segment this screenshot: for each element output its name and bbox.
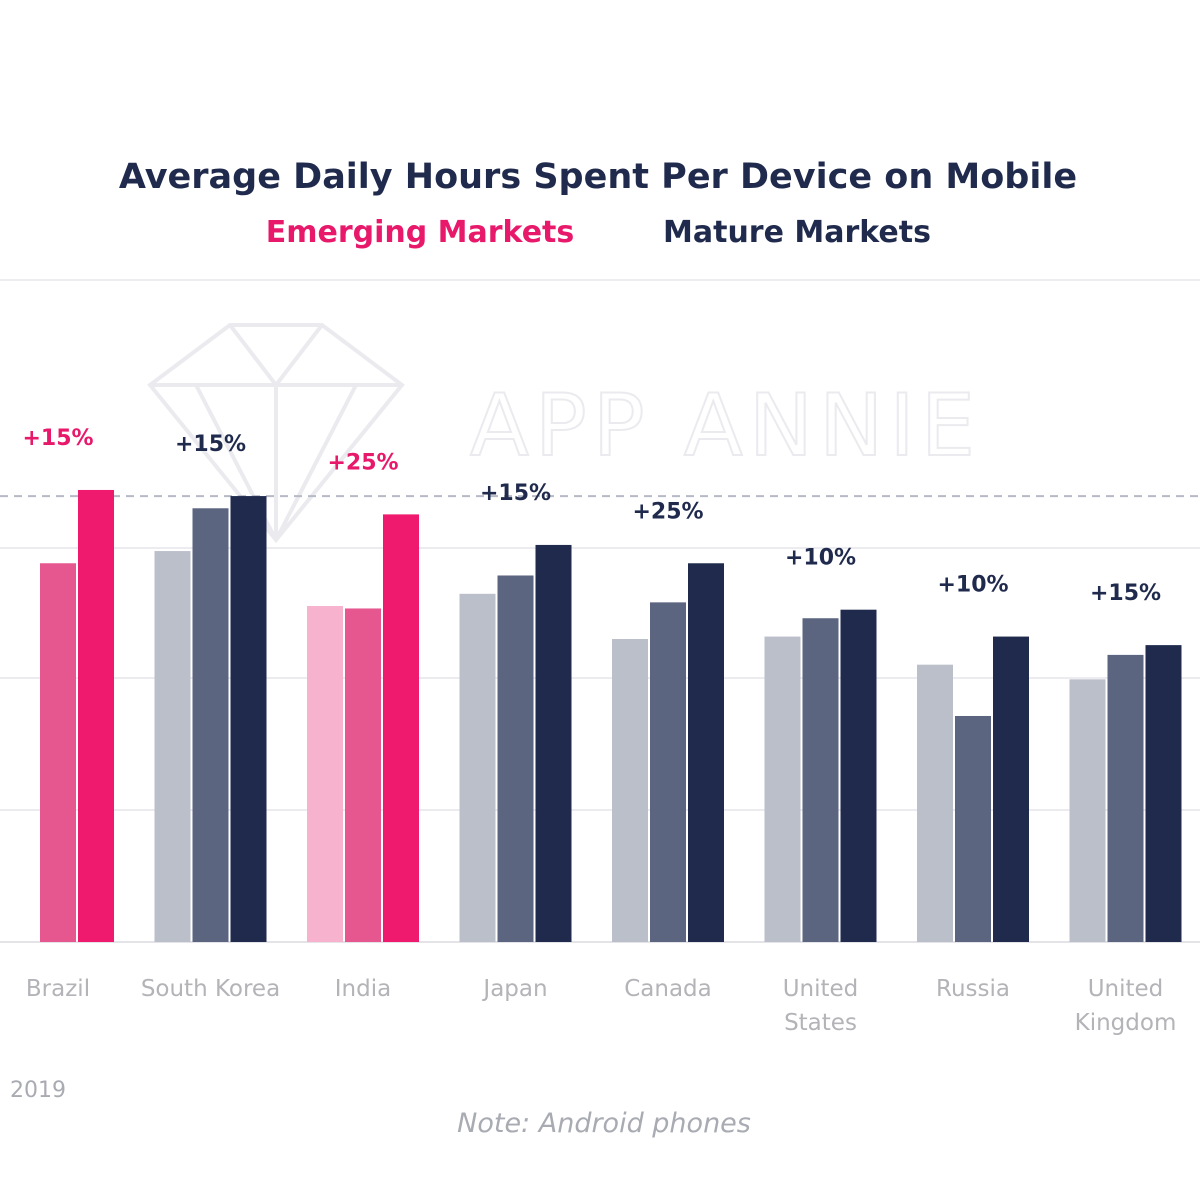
bar — [993, 636, 1029, 942]
tick-label: Kingdom — [1075, 1010, 1177, 1036]
bar — [154, 551, 191, 942]
bar — [955, 715, 991, 942]
tick-label: States — [784, 1010, 857, 1036]
footer-year: 2019 — [10, 1078, 66, 1103]
data-labels: +15%+15%+25%+15%+25%+10%+10%+15%+ — [22, 426, 1161, 606]
data-label: +10% — [937, 573, 1008, 598]
bar — [497, 575, 534, 942]
tick-label: South Korea — [141, 976, 280, 1002]
bar — [535, 544, 572, 942]
bar — [1107, 654, 1144, 942]
tick-label: Canada — [624, 976, 712, 1002]
bar — [345, 608, 381, 942]
data-label: +15% — [22, 426, 93, 451]
category-labels: Brazil South Korea India Japan Canada United S… — [26, 976, 1177, 1036]
data-label: +10% — [785, 546, 856, 571]
bar — [78, 489, 114, 942]
bar — [650, 602, 686, 942]
bar — [612, 639, 648, 942]
bar — [764, 636, 801, 942]
watermark-text: APP ANNIE — [470, 376, 981, 476]
tick-label: Russia — [936, 976, 1010, 1002]
watermark: APP ANNIE — [147, 323, 981, 544]
bar — [383, 514, 419, 942]
tick-label: United — [783, 976, 859, 1002]
chart-title: Average Daily Hours Spent Per Device on … — [119, 157, 1077, 197]
data-label: +15% — [1090, 581, 1161, 606]
tick-label: Japan — [481, 976, 547, 1002]
bar — [459, 593, 496, 942]
tick-label: United — [1088, 976, 1164, 1002]
bar — [192, 508, 229, 942]
data-label: +25% — [327, 450, 398, 475]
bar — [802, 618, 839, 942]
legend-emerging-markets: Emerging Markets — [266, 215, 575, 250]
tick-label: Brazil — [26, 976, 90, 1002]
bar — [917, 664, 953, 942]
bar — [1069, 679, 1106, 942]
bar — [40, 563, 76, 942]
tick-label: India — [335, 976, 391, 1002]
bar — [230, 496, 267, 942]
data-label: +15% — [175, 432, 246, 457]
bar — [840, 609, 877, 942]
bars — [40, 489, 1182, 942]
bar — [307, 606, 343, 942]
data-label: +15% — [480, 481, 551, 506]
footer-note: Note: Android phones — [457, 1108, 751, 1139]
diamond-icon — [147, 323, 405, 544]
bar — [1145, 645, 1182, 942]
legend-mature-markets: Mature Markets — [663, 215, 931, 250]
bar — [688, 563, 724, 942]
data-label: +25% — [632, 499, 703, 524]
